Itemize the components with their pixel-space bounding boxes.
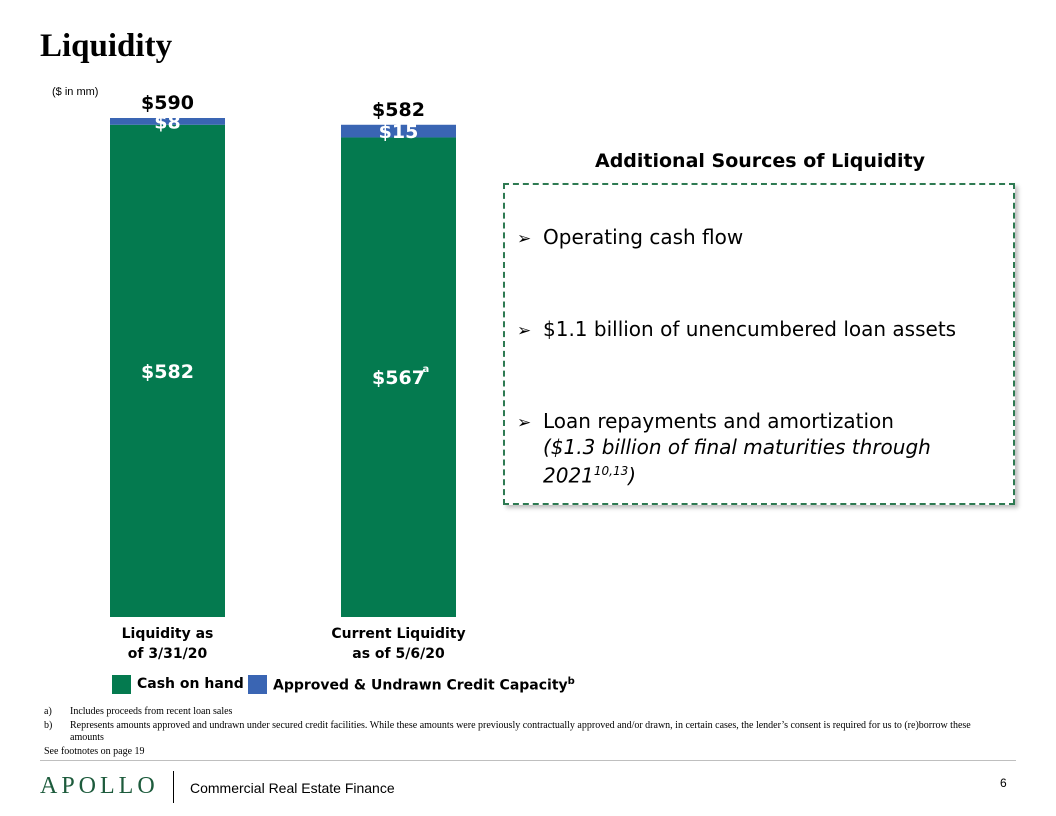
legend-swatch: [248, 675, 267, 694]
units-note: ($ in mm): [52, 86, 99, 98]
arrow-bullet-icon: ➢: [517, 229, 532, 249]
panel-title: Additional Sources of Liquidity: [594, 150, 926, 172]
bullet-text: Operating cash flow: [543, 225, 744, 249]
division-name: Commercial Real Estate Finance: [190, 780, 395, 796]
see-footnotes: See footnotes on page 19: [44, 746, 145, 757]
data-label: $8: [154, 111, 180, 133]
category-label: Current Liquidity: [331, 626, 465, 642]
data-label: $582: [141, 361, 194, 383]
legend-label: Approved & Undrawn Credit Capacityb: [273, 676, 575, 694]
footnote: a) Includes proceeds from recent loan sal…: [44, 706, 233, 717]
bullet-text: $1.1 billion of unencumbered loan assets: [543, 317, 957, 341]
bullet-item: ➢ Loan repayments and amortization ($1.3 …: [517, 409, 1013, 488]
total-label: $582: [372, 99, 425, 121]
category-label: of 3/31/20: [128, 646, 208, 662]
bullet-item: ➢ $1.1 billion of unencumbered loan asset…: [517, 317, 956, 343]
bullet-subtext: ($1.3 billion of final maturities throug…: [543, 435, 931, 488]
data-label-note: a: [423, 364, 430, 375]
additional-sources-panel: ➢ Operating cash flow ➢ $1.1 billion of un…: [503, 183, 1015, 505]
total-label: $590: [141, 92, 194, 114]
bar-segment-cash: [110, 124, 225, 617]
bullet-text: Loan repayments and amortization: [543, 409, 894, 433]
page-title: Liquidity: [40, 28, 173, 64]
bullet-item: ➢ Operating cash flow: [517, 225, 743, 251]
bar-segment-credit: [341, 124, 456, 138]
legend-note: b: [567, 676, 575, 687]
page-number: 6: [1000, 776, 1007, 790]
category-label: Liquidity as: [122, 626, 214, 642]
arrow-bullet-icon: ➢: [517, 413, 532, 433]
bar-segment-credit: [110, 118, 225, 125]
footer-divider: [40, 760, 1016, 761]
arrow-bullet-icon: ➢: [517, 321, 532, 341]
apollo-logo: APOLLO: [40, 773, 159, 799]
legend-swatch: [112, 675, 131, 694]
logo-separator: [173, 771, 174, 803]
data-label: $567: [372, 367, 425, 389]
category-label: as of 5/6/20: [352, 646, 445, 662]
data-label: $15: [379, 121, 419, 143]
bar-segment-cash: [341, 137, 456, 617]
footnotes: a) Includes proceeds from recent loan sal…: [44, 706, 1004, 746]
footnote: b) Represents amounts approved and undraw…: [44, 720, 971, 743]
legend-label: Cash on hand: [137, 676, 244, 692]
